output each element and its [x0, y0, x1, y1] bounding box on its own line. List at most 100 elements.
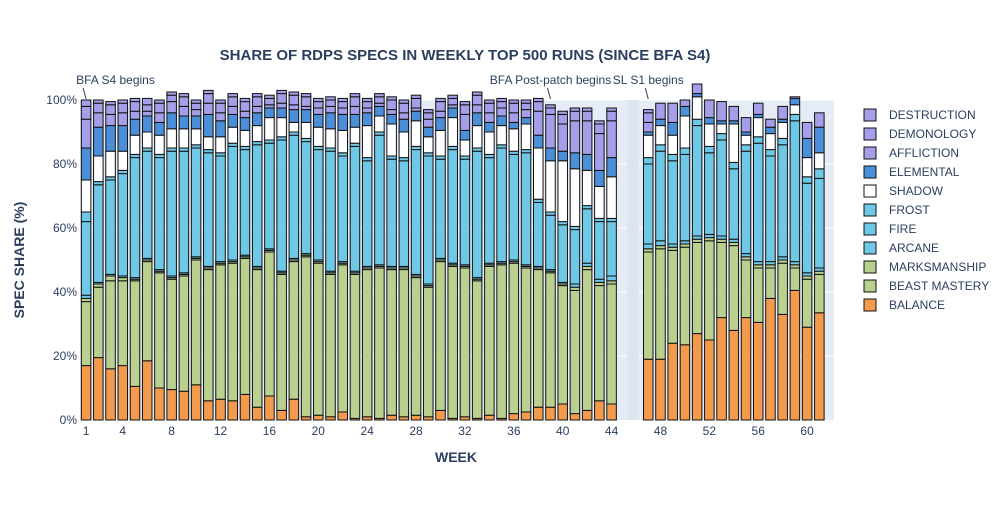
bar-segment-demonology	[484, 102, 495, 114]
bar-segment-shadow	[557, 160, 568, 223]
legend-label: BALANCE	[889, 298, 945, 312]
bar-segment-beast-mastery	[667, 249, 678, 344]
bar-segment-fire	[569, 229, 581, 285]
bar-segment-elemental	[765, 126, 776, 135]
bar-segment-affliction	[569, 120, 581, 154]
bar-segment-destruction	[337, 97, 349, 103]
bar-segment-destruction	[569, 107, 581, 112]
bar-segment-fire	[520, 152, 532, 266]
bar-segment-fire	[386, 158, 397, 267]
bar-segment-elemental	[288, 109, 300, 123]
bar-segment-fire	[691, 125, 703, 237]
bar-segment-shadow	[337, 129, 349, 154]
bar-segment-beast-mastery	[227, 262, 239, 402]
bar-segment-balance	[264, 395, 275, 421]
bar-segment-balance	[752, 321, 764, 421]
bar-segment-elemental	[594, 169, 605, 187]
bar-segment-balance	[691, 333, 703, 421]
bar-segment-beast-mastery	[251, 269, 263, 408]
legend-swatch	[863, 298, 877, 312]
bar-segment-elemental	[532, 134, 544, 149]
bar-segment-demonology	[410, 97, 422, 109]
bar-segment-balance	[740, 317, 752, 421]
bar-segment-affliction	[117, 112, 129, 127]
bar-segment-demonology	[80, 105, 92, 120]
bar-segment-shadow	[178, 128, 190, 149]
bar-segment-fire	[459, 158, 471, 266]
bar-segment-beast-mastery	[141, 261, 153, 362]
bar-segment-demonology	[361, 101, 373, 109]
bar-segment-fire	[801, 182, 813, 274]
bar-segment-affliction	[435, 110, 446, 119]
bar-segment-shadow	[80, 179, 92, 213]
bar-segment-beast-mastery	[606, 283, 617, 405]
bar-segment-fire	[288, 134, 300, 259]
bar-segment-destruction	[532, 97, 544, 103]
bar-segment-balance	[777, 313, 788, 421]
bar-segment-affliction	[814, 112, 825, 128]
legend-swatch	[863, 127, 877, 141]
y-axis-title: SPEC SHARE (%)	[11, 202, 27, 319]
bar-segment-beast-mastery	[814, 273, 825, 314]
bar-segment-elemental	[215, 120, 226, 138]
bar-segment-beast-mastery	[557, 285, 568, 405]
annotation-arrow	[82, 87, 87, 100]
bar-segment-affliction	[606, 120, 617, 159]
bar-segment-shadow	[471, 125, 483, 149]
bar-segment-destruction	[117, 99, 129, 104]
bar-segment-fire	[752, 142, 764, 263]
bar-segment-destruction	[264, 94, 275, 99]
bar-segment-beast-mastery	[484, 265, 495, 416]
bar-segment-destruction	[166, 91, 177, 96]
bar-segment-affliction	[337, 107, 349, 115]
legend-label: ELEMENTAL	[889, 165, 960, 179]
bar-segment-fire	[557, 224, 568, 283]
legend-swatch	[863, 241, 877, 255]
bar-segment-beast-mastery	[471, 280, 483, 419]
bar-segment-destruction	[129, 97, 141, 103]
bar-segment-fire	[313, 149, 324, 261]
x-tick-label: 32	[458, 424, 472, 438]
bar-segment-beast-mastery	[264, 251, 275, 397]
bar-segment-shadow	[545, 160, 556, 213]
bar-segment-elemental	[349, 113, 361, 128]
bar-segment-fire	[716, 139, 727, 237]
bar-segment-destruction	[361, 97, 373, 103]
bar-segment-elemental	[545, 147, 556, 162]
bar-segment-shadow	[569, 168, 581, 227]
bar-segment-affliction	[667, 102, 678, 123]
bar-segment-destruction	[545, 104, 556, 109]
bar-segment-beast-mastery	[496, 264, 507, 419]
bar-segment-fire	[423, 155, 434, 285]
bar-segment-shadow	[520, 123, 532, 151]
bar-segment-beast-mastery	[704, 240, 715, 341]
bar-segment-beast-mastery	[691, 241, 703, 335]
bar-segment-balance	[520, 411, 532, 421]
bar-segment-balance	[801, 326, 813, 421]
bar-segment-demonology	[459, 104, 471, 115]
bar-segment-balance	[508, 413, 520, 421]
bar-segment-shadow	[435, 129, 446, 157]
bar-segment-beast-mastery	[80, 301, 92, 367]
bar-segment-balance	[154, 387, 165, 421]
bar-segment-fire	[704, 152, 715, 235]
bar-segment-fire	[655, 150, 666, 242]
bar-segment-elemental	[251, 112, 263, 127]
bar-segment-beast-mastery	[410, 277, 422, 416]
legend-label: DESTRUCTION	[889, 108, 976, 122]
bar-segment-shadow	[239, 129, 251, 147]
bar-segment-destruction	[471, 91, 483, 96]
bar-segment-fire	[508, 153, 520, 261]
bar-segment-balance	[117, 365, 129, 421]
bar-segment-shadow	[789, 104, 801, 115]
bar-segment-destruction	[288, 91, 300, 96]
bar-segment-demonology	[569, 110, 581, 122]
bar-segment-demonology	[642, 112, 654, 123]
bar-segment-beast-mastery	[752, 267, 764, 323]
bar-segment-fire	[276, 139, 287, 272]
bar-segment-beast-mastery	[642, 251, 654, 360]
bar-segment-affliction	[789, 96, 801, 99]
bar-segment-elemental	[471, 112, 483, 127]
bar-segment-balance	[239, 393, 251, 421]
bar-segment-shadow	[215, 136, 226, 154]
